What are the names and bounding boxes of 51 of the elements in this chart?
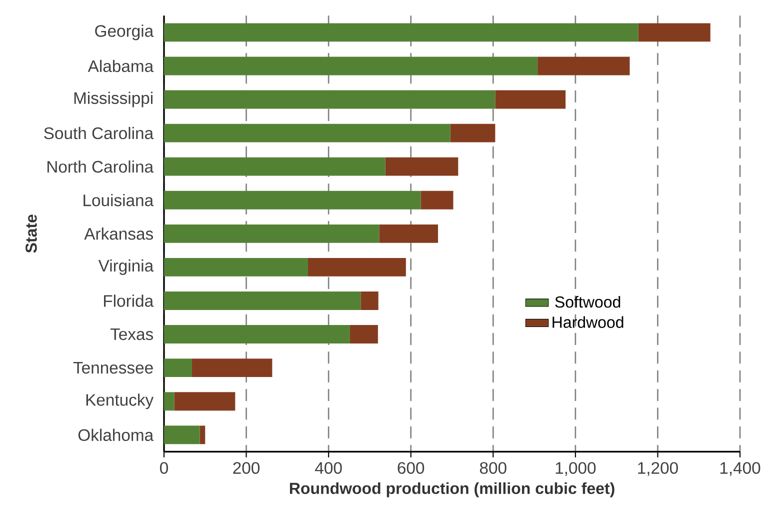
x-tick-label: 1,400 — [720, 462, 760, 476]
bar — [164, 258, 308, 276]
x-tick-label: 600 — [398, 462, 424, 474]
bar — [308, 258, 406, 276]
y-tick-label: Alabama — [88, 60, 154, 72]
bar — [200, 426, 206, 444]
bar — [538, 56, 630, 76]
bar — [192, 358, 272, 378]
bar — [495, 90, 566, 109]
x-tick-label: 1,200 — [638, 462, 678, 476]
bar — [638, 23, 710, 42]
x-tick-label: 800 — [480, 462, 506, 474]
y-tick-label: Arkansas — [84, 228, 153, 240]
bar — [420, 190, 454, 210]
x-tick-label: 0 — [160, 462, 168, 474]
bar — [164, 392, 174, 411]
bar — [379, 224, 438, 243]
bar — [164, 124, 450, 142]
y-tick-label: Mississippi — [74, 92, 152, 108]
bar — [164, 190, 421, 210]
bar — [164, 292, 361, 310]
x-tick-label: 1,000 — [556, 462, 596, 476]
bar — [174, 392, 236, 411]
bar — [350, 325, 378, 344]
legend-label: Hardwood — [552, 316, 624, 328]
bar — [164, 325, 350, 344]
bar — [385, 157, 458, 176]
y-tick-label: Oklahoma — [78, 428, 154, 442]
bar — [164, 224, 380, 243]
bar — [164, 90, 496, 109]
y-tick-label: Georgia — [95, 24, 154, 40]
y-tick-label: Tennessee — [73, 362, 153, 374]
y-tick-label: Virginia — [98, 259, 154, 275]
legend-label: Softwood — [555, 296, 620, 308]
y-tick-label: Texas — [110, 328, 154, 340]
y-tick-label: Florida — [104, 294, 154, 307]
bar — [164, 358, 192, 378]
y-tick-label: South Carolina — [44, 126, 154, 140]
bar — [164, 157, 386, 176]
x-tick-label: 400 — [315, 462, 342, 474]
bar — [164, 426, 200, 444]
bar — [164, 23, 638, 42]
bar — [164, 56, 538, 76]
y-tick-label: North Carolina — [48, 160, 154, 173]
x-axis-title: Roundwood production (million cubic feet) — [290, 482, 614, 498]
y-tick-label: Kentucky — [86, 394, 154, 410]
y-tick-label: Louisiana — [84, 194, 154, 206]
y-axis-title: State — [26, 214, 37, 253]
bar — [360, 292, 378, 310]
x-tick-label: 200 — [233, 462, 260, 474]
bar — [450, 124, 496, 142]
